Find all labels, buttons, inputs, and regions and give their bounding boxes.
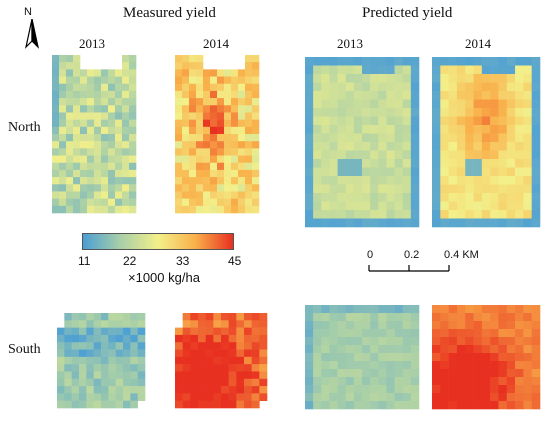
row-label-north: North	[8, 120, 41, 135]
map-north-predicted-2013	[305, 57, 420, 228]
scalebar-label: 0	[367, 249, 374, 261]
year-label-predicted-2014: 2014	[465, 36, 491, 51]
north-arrow-icon: N	[20, 6, 44, 49]
year-label-measured-2013: 2013	[79, 36, 105, 51]
legend-tick: 45	[228, 254, 242, 268]
year-label-measured-2014: 2014	[203, 36, 229, 51]
legend-unit: ×1000 kg/ha	[128, 270, 200, 285]
map-south-measured-2014	[175, 313, 268, 409]
legend-tick: 22	[123, 254, 137, 268]
map-north-measured-2013	[52, 55, 137, 214]
map-south-predicted-2014	[432, 305, 541, 410]
legend-colorbar	[82, 233, 234, 250]
map-north-predicted-2014	[432, 57, 541, 228]
scalebar	[368, 265, 450, 272]
scalebar-label: 0.4 KM	[444, 249, 479, 261]
measured-yield-header: Measured yield	[123, 5, 216, 21]
map-north-measured-2014	[175, 55, 260, 214]
row-label-south: South	[8, 342, 41, 357]
legend-tick: 33	[176, 254, 190, 268]
map-south-predicted-2013	[305, 305, 420, 410]
legend-tick: 11	[78, 254, 91, 268]
year-label-predicted-2013: 2013	[337, 36, 363, 51]
north-arrow-label: N	[24, 6, 32, 18]
scalebar-label: 0.2	[404, 249, 420, 261]
predicted-yield-header: Predicted yield	[362, 5, 453, 21]
map-south-measured-2013	[57, 313, 146, 409]
